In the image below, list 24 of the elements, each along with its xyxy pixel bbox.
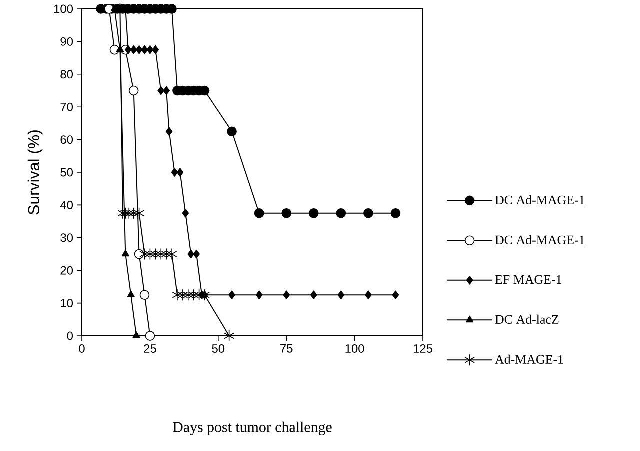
x-tick-label: 0 [79, 344, 85, 353]
x-tick-label: 50 [212, 344, 225, 353]
legend-label: DC Ad-lacZ [495, 314, 559, 324]
y-tick-label: 80 [60, 70, 74, 79]
y-tick-label: 30 [60, 234, 74, 242]
x-tick-label: 75 [280, 344, 293, 353]
y-tick-label: 60 [60, 136, 74, 144]
y-tick-label: 20 [60, 266, 74, 275]
x-tick-label: 25 [144, 344, 156, 353]
y-tick-label: 10 [61, 299, 74, 308]
y-axis-title: Survival (%) [28, 130, 43, 215]
legend-label: EF MAGE-1 [495, 275, 562, 284]
y-tick-label: 0 [67, 332, 74, 340]
legend-label: DC Ad-MAGE-1 [495, 195, 585, 205]
x-axis-title: Days post tumor challenge [173, 422, 332, 436]
y-tick-label: 90 [60, 37, 74, 46]
legend-label: DC Ad-MAGE-1 [495, 235, 585, 245]
y-tick-label: 70 [60, 102, 74, 112]
x-tick-label: 100 [346, 344, 364, 353]
y-tick-label: 50 [60, 168, 74, 177]
x-tick-label: 125 [414, 344, 432, 353]
y-tick-label: 100 [54, 4, 74, 14]
legend-label: Ad-MAGE-1 [495, 354, 564, 364]
y-tick-label: 40 [60, 200, 74, 210]
